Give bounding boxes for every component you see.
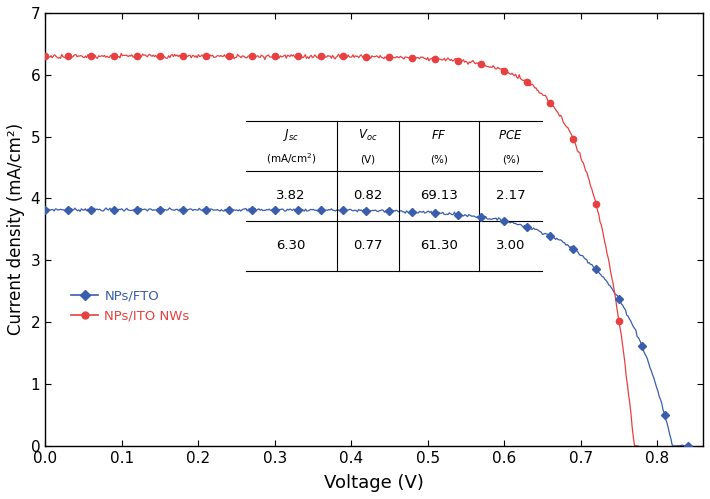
Text: (%): (%) [430,154,448,164]
Text: $FF$: $FF$ [432,129,447,142]
Text: (%): (%) [502,154,520,164]
Legend: NPs/FTO, NPs/ITO NWs: NPs/FTO, NPs/ITO NWs [72,290,190,322]
Text: (mA/cm$^2$): (mA/cm$^2$) [266,152,317,167]
Text: (V): (V) [360,154,376,164]
Text: 6.30: 6.30 [276,239,306,252]
Text: 0.82: 0.82 [353,189,383,203]
Text: 3.82: 3.82 [276,189,306,203]
Text: $J_{sc}$: $J_{sc}$ [283,127,299,143]
Text: 3.00: 3.00 [496,239,525,252]
Y-axis label: Current density (mA/cm²): Current density (mA/cm²) [7,123,25,335]
X-axis label: Voltage (V): Voltage (V) [324,474,424,492]
Text: 69.13: 69.13 [420,189,458,203]
Text: $PCE$: $PCE$ [498,129,523,142]
Text: 2.17: 2.17 [496,189,525,203]
Text: 0.77: 0.77 [353,239,383,252]
Text: $V_{oc}$: $V_{oc}$ [358,128,378,143]
Text: 61.30: 61.30 [420,239,458,252]
